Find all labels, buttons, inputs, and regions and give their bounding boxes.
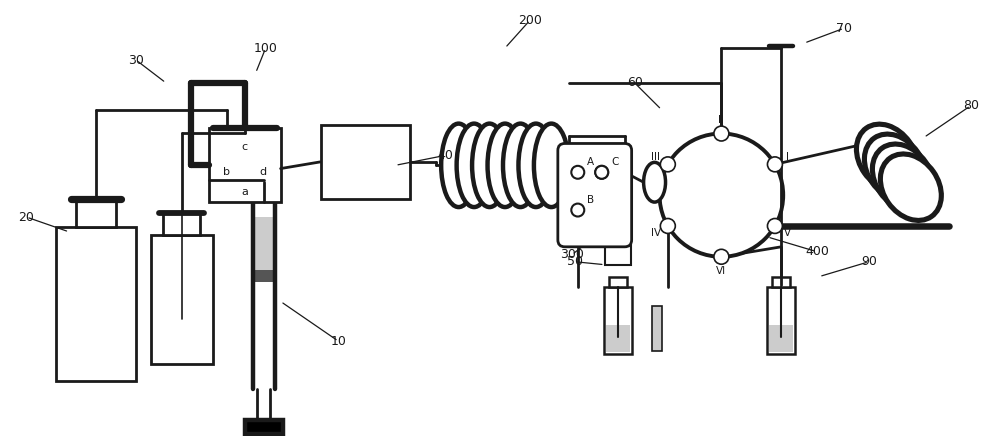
Bar	[609, 277, 627, 287]
Bar	[606, 325, 630, 352]
Text: b: b	[223, 167, 230, 177]
Bar	[604, 287, 632, 354]
Ellipse shape	[864, 134, 925, 201]
Circle shape	[595, 166, 608, 179]
Text: 30: 30	[128, 53, 144, 66]
Circle shape	[714, 249, 729, 264]
Bar	[253, 217, 275, 281]
Ellipse shape	[518, 124, 553, 207]
Text: 40: 40	[437, 149, 453, 162]
Text: 10: 10	[331, 335, 346, 348]
Text: d: d	[259, 167, 266, 177]
Text: I: I	[786, 153, 789, 163]
Ellipse shape	[872, 144, 933, 211]
Circle shape	[767, 157, 782, 172]
Text: C: C	[611, 157, 618, 167]
Bar	[767, 287, 795, 354]
Bar	[769, 325, 793, 352]
Circle shape	[660, 218, 675, 233]
Ellipse shape	[472, 124, 507, 207]
Bar	[163, 213, 200, 235]
Text: 70: 70	[836, 22, 852, 35]
Text: IV: IV	[651, 228, 661, 238]
Bar	[151, 235, 213, 364]
Ellipse shape	[856, 124, 917, 191]
Text: 60: 60	[627, 76, 643, 90]
Bar	[321, 125, 410, 199]
Text: VI: VI	[716, 266, 726, 276]
Text: 90: 90	[861, 255, 877, 268]
Text: 400: 400	[805, 245, 829, 258]
Bar	[56, 227, 136, 381]
Text: B: B	[587, 195, 594, 205]
Text: a: a	[241, 187, 248, 197]
Text: V: V	[783, 228, 791, 238]
Ellipse shape	[644, 163, 666, 202]
Circle shape	[660, 157, 675, 172]
Circle shape	[767, 218, 782, 233]
Text: 300: 300	[560, 248, 584, 261]
Circle shape	[660, 134, 783, 257]
Bar	[209, 128, 281, 202]
Circle shape	[714, 126, 729, 141]
Bar	[253, 270, 275, 281]
Text: 100: 100	[254, 42, 278, 55]
FancyBboxPatch shape	[558, 143, 632, 247]
Text: III: III	[651, 153, 660, 163]
Ellipse shape	[441, 124, 476, 207]
Ellipse shape	[534, 124, 569, 207]
Text: 50: 50	[567, 255, 583, 268]
Text: II: II	[718, 114, 724, 125]
Text: 200: 200	[518, 14, 542, 27]
Ellipse shape	[488, 124, 522, 207]
Bar	[605, 245, 631, 265]
Text: A: A	[587, 157, 594, 167]
Circle shape	[595, 166, 608, 179]
Bar	[772, 277, 790, 287]
Text: 80: 80	[963, 99, 979, 112]
Circle shape	[571, 204, 584, 216]
Text: c: c	[242, 142, 248, 153]
Ellipse shape	[457, 124, 492, 207]
Text: 20: 20	[18, 211, 34, 223]
Ellipse shape	[880, 154, 941, 220]
Circle shape	[571, 166, 584, 179]
Bar	[245, 420, 283, 434]
Ellipse shape	[503, 124, 538, 207]
Bar	[76, 199, 116, 227]
Bar	[652, 306, 662, 351]
